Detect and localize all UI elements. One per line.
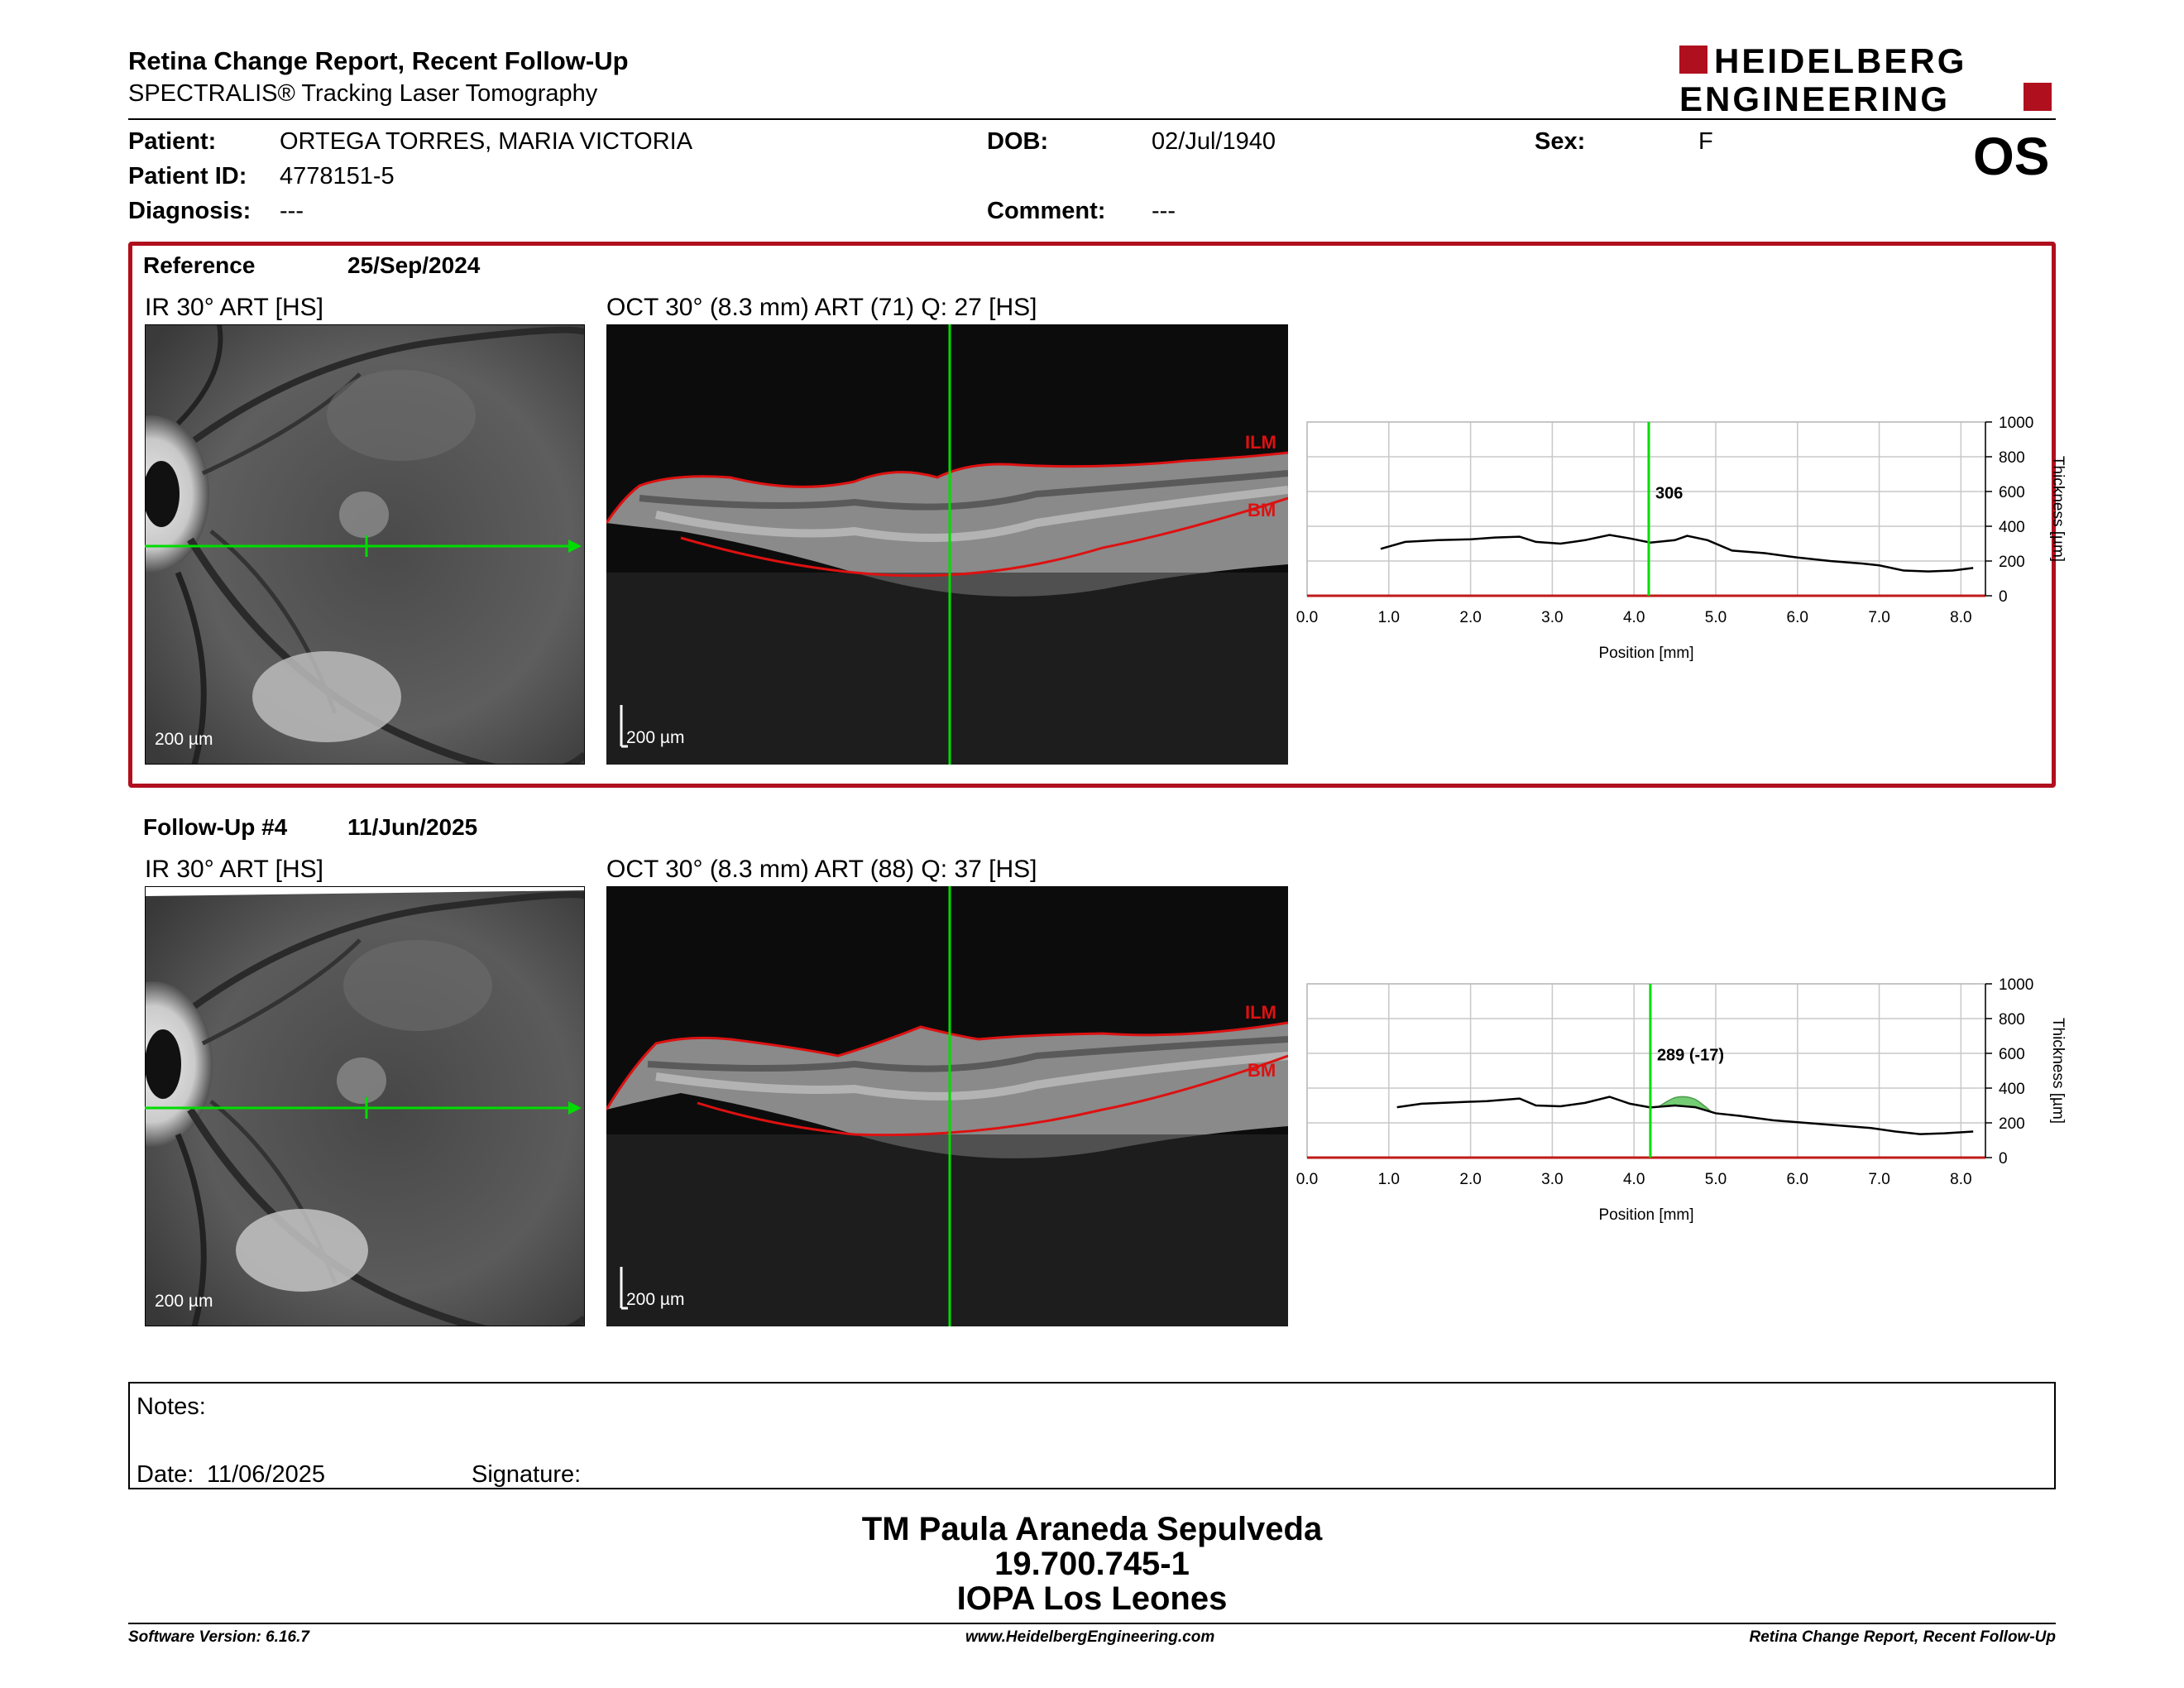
followup-y-tick-label: 600 [1999, 1046, 2025, 1063]
reference-y-tick-label: 400 [1999, 519, 2025, 536]
sex-value: F [1698, 128, 1713, 155]
patient-name: ORTEGA TORRES, MARIA VICTORIA [280, 128, 693, 155]
reference-ir-image[interactable]: 200 µm [145, 324, 585, 765]
followup-y-tick-label: 800 [1999, 1011, 2025, 1029]
reference-bm-label: BM [1248, 500, 1276, 520]
svg-text:ENGINEERING: ENGINEERING [1679, 79, 1950, 116]
followup-y-tick-label: 400 [1999, 1081, 2025, 1098]
followup-ilm-label: ILM [1245, 1002, 1276, 1023]
followup-thickness-chart: 0 200 400 600 800 1000 0.0 1.0 2.0 3.0 4.0 5.0 6.0 7.… [1296, 976, 2067, 1224]
patient-label: Patient: [128, 128, 217, 155]
followup-name: Follow-Up #4 [143, 814, 288, 840]
reference-ir-label: IR 30° ART [HS] [145, 294, 323, 321]
patient-id-label: Patient ID: [128, 163, 247, 189]
footer-divider [128, 1623, 2056, 1624]
sex-label: Sex: [1535, 128, 1586, 155]
reference-y-tick-label: 600 [1999, 484, 2025, 501]
reference-x-tick-label: 1.0 [1378, 609, 1400, 626]
followup-cursor-value: 289 (-17) [1657, 1046, 1724, 1064]
reference-ir-scale: 200 µm [155, 730, 213, 749]
reference-cursor-value: 306 [1655, 484, 1683, 502]
reference-thickness-chart: 0 200 400 600 800 1000 0.0 1.0 2.0 3.0 4.0 5.0 6.0 7.… [1296, 415, 2067, 662]
footer-url[interactable]: www.HeidelbergEngineering.com [965, 1628, 1215, 1646]
followup-y-tick-label: 200 [1999, 1115, 2025, 1133]
followup-y-tick-label: 0 [1999, 1150, 2008, 1168]
report-title: Retina Change Report, Recent Follow-Up [128, 46, 629, 75]
followup-bm-label: BM [1248, 1060, 1276, 1081]
reference-y-tick-label: 1000 [1999, 415, 2033, 432]
dob-value: 02/Jul/1940 [1152, 128, 1276, 155]
diagnosis-label: Diagnosis: [128, 198, 251, 224]
reference-x-axis-label: Position [mm] [1598, 645, 1693, 662]
diagnosis-value: --- [280, 198, 304, 224]
reference-oct-label: OCT 30° (8.3 mm) ART (71) Q: 27 [HS] [606, 294, 1037, 321]
followup-thickness-line [1396, 1096, 1974, 1135]
followup-x-tick-label: 7.0 [1868, 1171, 1889, 1188]
followup-x-axis-label: Position [mm] [1598, 1206, 1693, 1224]
reference-oct-scale: 200 µm [626, 728, 685, 747]
patient-id-value: 4778151-5 [280, 163, 395, 189]
heidelberg-logo: HEIDELBERG ENGINEERING [1679, 41, 2052, 116]
signer-place: IOPA Los Leones [956, 1580, 1228, 1617]
notes-date-value: 11/06/2025 [207, 1461, 325, 1488]
followup-x-tick-label: 3.0 [1541, 1171, 1563, 1188]
followup-plot-frame [1306, 983, 1986, 1158]
dob-label: DOB: [987, 128, 1049, 155]
reference-x-tick-label: 8.0 [1950, 609, 1971, 626]
reference-oct-image[interactable]: ILM BM 200 µm [606, 324, 1288, 765]
followup-x-tick-label: 4.0 [1623, 1171, 1645, 1188]
reference-y-tick-label: 0 [1999, 588, 2008, 606]
followup-ir-image[interactable]: 200 µm [145, 886, 585, 1326]
reference-y-tick-label: 800 [1999, 449, 2025, 467]
reference-x-tick-label: 3.0 [1541, 609, 1563, 626]
comment-label: Comment: [987, 198, 1106, 224]
reference-plot-frame [1306, 421, 1986, 597]
followup-ir-label: IR 30° ART [HS] [145, 856, 323, 883]
svg-text:HEIDELBERG: HEIDELBERG [1714, 41, 1966, 80]
reference-y-tick-label: 200 [1999, 554, 2025, 571]
footer-software: Software Version: 6.16.7 [128, 1628, 309, 1646]
reference-x-tick-label: 5.0 [1705, 609, 1727, 626]
followup-x-tick-label: 6.0 [1787, 1171, 1808, 1188]
followup-x-tick-label: 8.0 [1950, 1171, 1971, 1188]
eye-indicator: OS [1973, 127, 2050, 186]
report-subtitle: SPECTRALIS® Tracking Laser Tomography [128, 80, 598, 107]
followup-x-tick-label: 1.0 [1378, 1171, 1400, 1188]
reference-ilm-label: ILM [1245, 432, 1276, 453]
signature-label: Signature: [472, 1461, 582, 1488]
reference-date: 25/Sep/2024 [347, 252, 481, 278]
followup-x-tick-label: 0.0 [1296, 1171, 1318, 1188]
notes-label: Notes: [136, 1393, 206, 1420]
followup-ir-scale: 200 µm [155, 1292, 213, 1311]
followup-date: 11/Jun/2025 [347, 814, 478, 840]
header-divider [128, 118, 2056, 120]
followup-oct-scale: 200 µm [626, 1290, 685, 1309]
comment-value: --- [1152, 198, 1176, 224]
followup-oct-image[interactable]: ILM BM 200 µm [606, 886, 1288, 1326]
reference-y-axis-label: Thickness [µm] [2049, 456, 2067, 562]
reference-x-tick-label: 6.0 [1787, 609, 1808, 626]
followup-y-axis-label: Thickness [µm] [2049, 1018, 2067, 1124]
notes-box[interactable]: Notes: Date: 11/06/2025 Signature: [128, 1382, 2056, 1489]
followup-x-tick-label: 5.0 [1705, 1171, 1727, 1188]
reference-name: Reference [143, 252, 256, 278]
reference-x-tick-label: 7.0 [1868, 609, 1889, 626]
signer-id: 19.700.745-1 [994, 1546, 1190, 1582]
reference-frame [128, 242, 2056, 788]
notes-date-label: Date: [136, 1461, 194, 1488]
reference-x-tick-label: 0.0 [1296, 609, 1318, 626]
footer-report-name: Retina Change Report, Recent Follow-Up [1749, 1628, 2056, 1646]
reference-x-tick-label: 4.0 [1623, 609, 1645, 626]
followup-oct-label: OCT 30° (8.3 mm) ART (88) Q: 37 [HS] [606, 856, 1037, 883]
followup-x-tick-label: 2.0 [1459, 1171, 1481, 1188]
followup-y-tick-label: 1000 [1999, 976, 2033, 994]
signer-name: TM Paula Araneda Sepulveda [861, 1511, 1323, 1547]
reference-thickness-line [1380, 534, 1974, 573]
reference-x-tick-label: 2.0 [1459, 609, 1481, 626]
